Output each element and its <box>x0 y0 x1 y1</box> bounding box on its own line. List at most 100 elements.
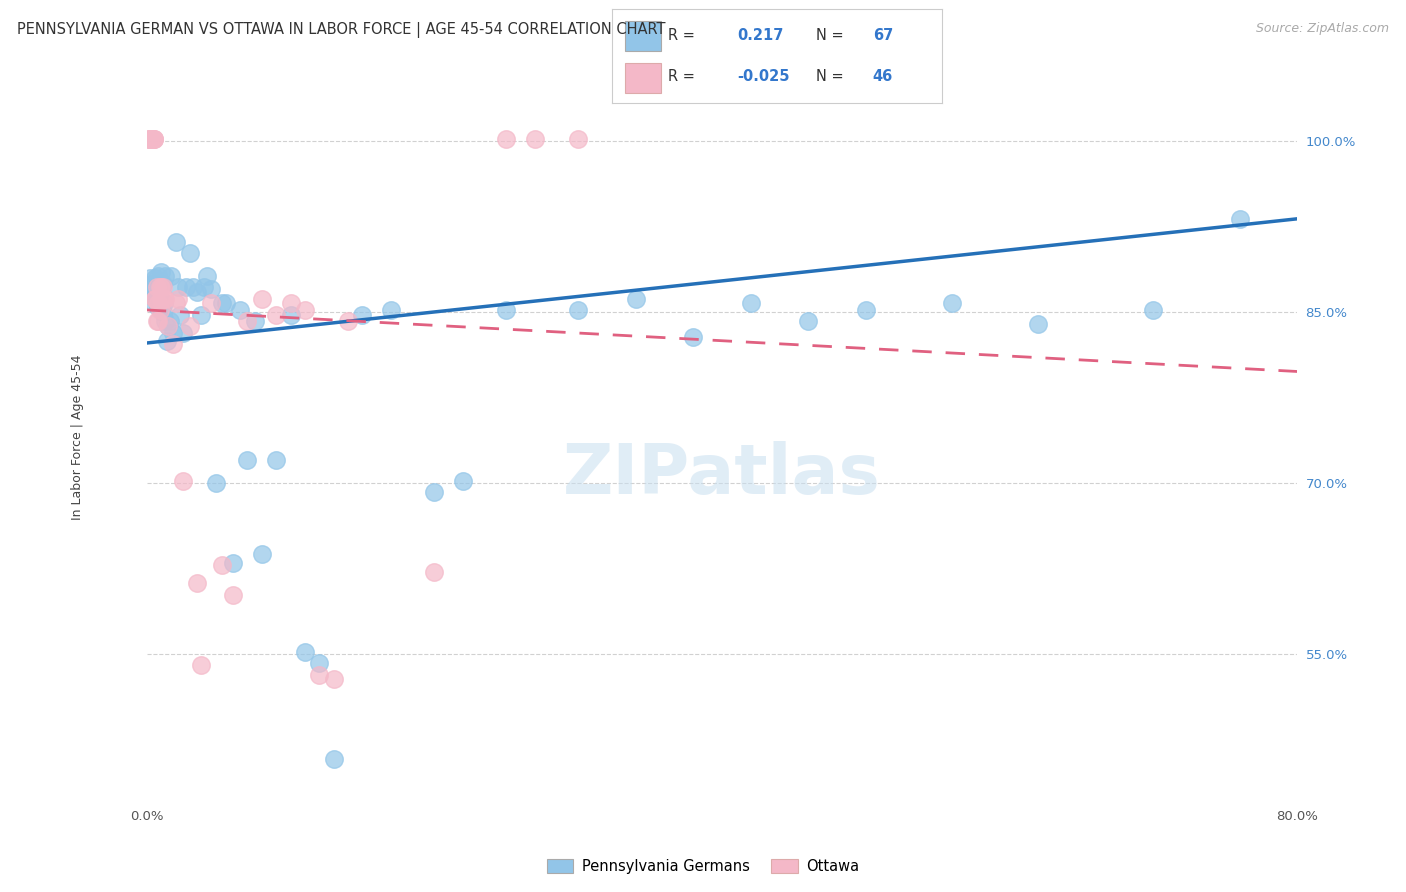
Point <box>155 292 177 306</box>
Point <box>190 658 212 673</box>
Point <box>162 337 184 351</box>
Point <box>423 485 446 500</box>
Point <box>797 314 820 328</box>
Point <box>250 292 273 306</box>
Point <box>142 285 165 299</box>
Point <box>146 277 169 291</box>
Point <box>145 292 167 306</box>
Point <box>149 277 172 291</box>
Point <box>152 277 174 291</box>
Text: 67: 67 <box>873 28 893 43</box>
Text: R =: R = <box>668 69 695 84</box>
Point <box>149 302 172 317</box>
Point <box>222 588 245 602</box>
Point <box>211 558 233 573</box>
Y-axis label: In Labor Force | Age 45-54: In Labor Force | Age 45-54 <box>72 355 84 520</box>
Point <box>264 308 287 322</box>
Point <box>142 132 165 146</box>
Point <box>352 308 374 322</box>
FancyBboxPatch shape <box>624 63 661 94</box>
Point <box>146 314 169 328</box>
Point <box>190 308 212 322</box>
Point <box>157 318 180 333</box>
Point <box>150 280 173 294</box>
Point <box>148 268 170 283</box>
Point <box>624 292 647 306</box>
Point <box>149 280 172 294</box>
FancyBboxPatch shape <box>624 21 661 51</box>
Point <box>204 476 226 491</box>
Point <box>142 296 165 310</box>
Point <box>179 246 201 260</box>
Point <box>567 302 589 317</box>
Point <box>155 268 177 283</box>
Point <box>150 302 173 317</box>
Point <box>264 453 287 467</box>
Point <box>172 474 194 488</box>
Point <box>236 314 259 328</box>
Point <box>141 288 163 302</box>
Text: N =: N = <box>817 28 844 43</box>
Point <box>179 318 201 333</box>
Point <box>294 645 316 659</box>
Point <box>172 326 194 340</box>
Text: 46: 46 <box>873 69 893 84</box>
Text: R =: R = <box>668 28 695 43</box>
Point <box>152 280 174 294</box>
Point <box>165 296 187 310</box>
Text: Source: ZipAtlas.com: Source: ZipAtlas.com <box>1256 22 1389 36</box>
Point <box>145 292 167 306</box>
Point <box>740 296 762 310</box>
Point <box>159 314 181 328</box>
Point <box>682 330 704 344</box>
Point <box>141 132 163 146</box>
Point <box>139 132 162 146</box>
Point <box>186 285 208 299</box>
Point <box>308 667 330 681</box>
Point <box>1229 211 1251 226</box>
Point <box>167 292 190 306</box>
Point <box>169 308 191 322</box>
Point <box>138 132 160 146</box>
Point <box>1026 317 1049 331</box>
Point <box>243 314 266 328</box>
Point <box>250 547 273 561</box>
Point <box>138 271 160 285</box>
Point <box>294 302 316 317</box>
Point <box>941 296 963 310</box>
Point <box>153 292 176 306</box>
Text: ZIPatlas: ZIPatlas <box>562 441 882 508</box>
Point <box>174 280 197 294</box>
Legend: Pennsylvania Germans, Ottawa: Pennsylvania Germans, Ottawa <box>541 854 865 880</box>
Text: 0.217: 0.217 <box>737 28 783 43</box>
Point <box>148 314 170 328</box>
Point <box>165 235 187 249</box>
Point <box>142 277 165 291</box>
Point <box>222 556 245 570</box>
Point <box>200 282 222 296</box>
Point <box>200 296 222 310</box>
Text: -0.025: -0.025 <box>737 69 790 84</box>
Point <box>139 132 162 146</box>
Point <box>495 302 517 317</box>
Point <box>136 132 159 146</box>
Point <box>567 132 589 146</box>
Point <box>195 268 218 283</box>
Point <box>495 132 517 146</box>
Point <box>280 296 302 310</box>
Point <box>423 565 446 579</box>
Point <box>150 292 173 306</box>
Point <box>167 280 190 294</box>
Point <box>280 308 302 322</box>
Point <box>186 576 208 591</box>
Point <box>1142 302 1164 317</box>
Point <box>148 300 170 314</box>
Point <box>160 268 183 283</box>
Point <box>156 334 179 348</box>
Point <box>380 302 402 317</box>
Point <box>162 326 184 340</box>
Point <box>451 474 474 488</box>
Point <box>229 302 252 317</box>
Point <box>139 277 162 291</box>
Point <box>146 280 169 294</box>
